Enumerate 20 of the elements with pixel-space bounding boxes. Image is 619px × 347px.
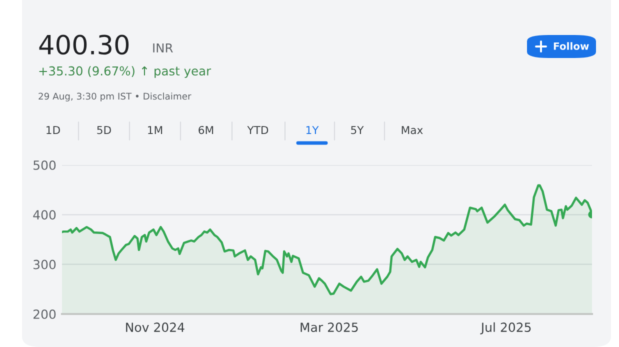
text: YTD	[247, 126, 268, 134]
text: INR	[153, 43, 173, 52]
y-tick-label: 500	[34, 160, 56, 170]
text: 5Y	[351, 126, 364, 134]
text: 1D	[46, 126, 60, 134]
text: 1Y	[306, 126, 319, 134]
text: 1M	[148, 126, 162, 134]
text: Max	[402, 126, 423, 134]
chart-subtitle: +35.30 (9.67%) ↑ past year	[39, 66, 212, 78]
x-tick-label: Nov 2024	[126, 322, 184, 332]
x-tick-label: Jul 2025	[480, 322, 531, 334]
x-tick-label: Mar 2025	[300, 322, 358, 332]
text: 29 Aug, 3:30 pm IST • Disclaimer	[38, 92, 192, 102]
y-tick-label: 300	[34, 260, 56, 270]
y-tick-label: 200	[34, 309, 56, 319]
text: 5D	[97, 126, 111, 134]
y-tick-label: 400	[33, 210, 56, 220]
chart-title: 400.30	[39, 34, 129, 55]
text: Follow	[554, 42, 589, 50]
text: 6M	[198, 126, 214, 134]
